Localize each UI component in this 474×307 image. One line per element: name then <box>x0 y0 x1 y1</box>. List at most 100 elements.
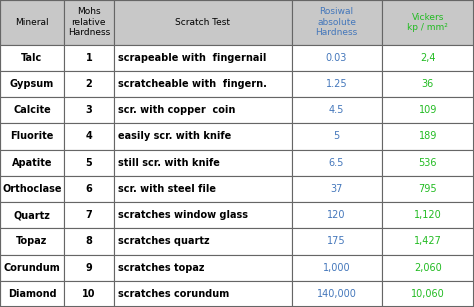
Text: Orthoclase: Orthoclase <box>2 184 62 194</box>
Text: 1: 1 <box>85 52 92 63</box>
Text: 6: 6 <box>85 184 92 194</box>
Bar <box>114 255 292 281</box>
Text: scratches quartz: scratches quartz <box>118 236 209 247</box>
Bar <box>0 45 64 71</box>
Text: Talc: Talc <box>21 52 43 63</box>
Bar <box>114 45 292 71</box>
Text: 4.5: 4.5 <box>329 105 344 115</box>
Text: 120: 120 <box>327 210 346 220</box>
Bar <box>114 150 292 176</box>
Text: 3: 3 <box>85 105 92 115</box>
Text: 7: 7 <box>85 210 92 220</box>
Bar <box>114 281 292 307</box>
Text: Scratch Test: Scratch Test <box>175 18 230 27</box>
Text: Gypsum: Gypsum <box>10 79 54 89</box>
Bar <box>292 71 382 97</box>
Text: easily scr. with knife: easily scr. with knife <box>118 131 231 142</box>
Bar <box>114 97 292 123</box>
Text: scratches window glass: scratches window glass <box>118 210 247 220</box>
Bar <box>0 0 64 45</box>
Bar <box>292 45 382 71</box>
Bar <box>382 97 474 123</box>
Bar <box>114 202 292 228</box>
Text: 1,120: 1,120 <box>414 210 442 220</box>
Text: 37: 37 <box>330 184 343 194</box>
Bar <box>64 228 114 255</box>
Bar <box>64 0 114 45</box>
Bar <box>114 0 292 45</box>
Bar <box>64 176 114 202</box>
Text: Apatite: Apatite <box>12 157 52 168</box>
Bar <box>114 176 292 202</box>
Text: 36: 36 <box>422 79 434 89</box>
Text: 536: 536 <box>419 157 437 168</box>
Bar <box>292 97 382 123</box>
Bar <box>0 97 64 123</box>
Text: Quartz: Quartz <box>14 210 50 220</box>
Bar <box>64 150 114 176</box>
Text: scratches corundum: scratches corundum <box>118 289 229 299</box>
Text: 2: 2 <box>85 79 92 89</box>
Text: 109: 109 <box>419 105 437 115</box>
Bar <box>0 202 64 228</box>
Text: 1,427: 1,427 <box>414 236 442 247</box>
Bar <box>292 202 382 228</box>
Bar <box>64 202 114 228</box>
Bar <box>0 281 64 307</box>
Text: scr. with copper  coin: scr. with copper coin <box>118 105 235 115</box>
Bar <box>0 123 64 150</box>
Bar <box>0 176 64 202</box>
Bar <box>382 150 474 176</box>
Bar <box>0 255 64 281</box>
Bar <box>382 176 474 202</box>
Bar <box>292 123 382 150</box>
Text: 1.25: 1.25 <box>326 79 347 89</box>
Bar <box>64 97 114 123</box>
Bar <box>382 45 474 71</box>
Bar <box>114 228 292 255</box>
Text: 6.5: 6.5 <box>329 157 344 168</box>
Bar <box>64 281 114 307</box>
Bar <box>292 0 382 45</box>
Text: scratches topaz: scratches topaz <box>118 262 204 273</box>
Bar <box>64 45 114 71</box>
Text: Corundum: Corundum <box>4 262 60 273</box>
Text: still scr. with knife: still scr. with knife <box>118 157 219 168</box>
Text: Calcite: Calcite <box>13 105 51 115</box>
Text: 189: 189 <box>419 131 437 142</box>
Text: 5: 5 <box>85 157 92 168</box>
Text: 0.03: 0.03 <box>326 52 347 63</box>
Text: 8: 8 <box>85 236 92 247</box>
Text: Fluorite: Fluorite <box>10 131 54 142</box>
Text: 175: 175 <box>327 236 346 247</box>
Bar <box>382 202 474 228</box>
Bar <box>292 150 382 176</box>
Bar <box>64 255 114 281</box>
Text: scrapeable with  fingernail: scrapeable with fingernail <box>118 52 266 63</box>
Bar <box>382 255 474 281</box>
Text: 1,000: 1,000 <box>323 262 350 273</box>
Text: Rosiwal
absolute
Hardness: Rosiwal absolute Hardness <box>315 7 358 37</box>
Bar <box>382 228 474 255</box>
Bar <box>292 228 382 255</box>
Text: 140,000: 140,000 <box>317 289 356 299</box>
Text: 10: 10 <box>82 289 96 299</box>
Text: Mohs
relative
Hardness: Mohs relative Hardness <box>68 7 110 37</box>
Bar <box>292 176 382 202</box>
Text: Topaz: Topaz <box>16 236 48 247</box>
Bar <box>64 71 114 97</box>
Bar <box>114 71 292 97</box>
Bar <box>114 123 292 150</box>
Text: 9: 9 <box>85 262 92 273</box>
Text: 5: 5 <box>333 131 340 142</box>
Text: Diamond: Diamond <box>8 289 56 299</box>
Bar <box>382 123 474 150</box>
Bar <box>0 228 64 255</box>
Text: Vickers
kp / mm²: Vickers kp / mm² <box>407 13 448 32</box>
Text: Mineral: Mineral <box>15 18 49 27</box>
Text: 10,060: 10,060 <box>411 289 445 299</box>
Bar <box>382 281 474 307</box>
Text: 2,4: 2,4 <box>420 52 436 63</box>
Bar <box>382 71 474 97</box>
Bar <box>292 281 382 307</box>
